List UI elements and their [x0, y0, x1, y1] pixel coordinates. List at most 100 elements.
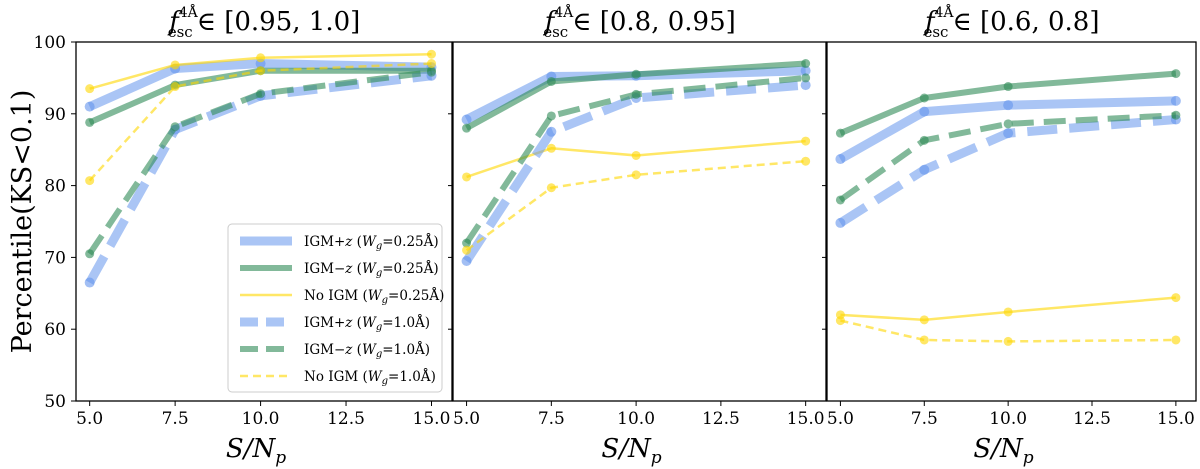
y-tick-label: 50 — [44, 392, 66, 412]
data-point — [461, 114, 472, 125]
panel-frame — [826, 41, 1197, 402]
series-line — [465, 159, 806, 252]
x-tick-label: 10.0 — [989, 409, 1027, 429]
x-tick-label: 10.0 — [617, 409, 655, 429]
data-point — [462, 245, 472, 255]
data-point — [801, 73, 811, 83]
data-point — [835, 316, 845, 326]
title-range: ∈ [0.8, 0.95] — [572, 7, 736, 37]
legend-label: IGM−z (Wg=1.0Å) — [304, 342, 430, 360]
data-point — [1171, 69, 1181, 79]
data-point — [919, 315, 929, 325]
x-tick-label: 5.0 — [76, 409, 103, 429]
data-point — [1171, 293, 1181, 303]
legend-text: IGM− — [304, 342, 345, 358]
legend-paren-open: ( — [358, 369, 368, 385]
legend-var: z — [344, 342, 353, 358]
x-tick-label: 12.5 — [327, 409, 365, 429]
series-line — [89, 52, 432, 90]
series-line — [838, 96, 1176, 163]
data-point — [546, 111, 556, 121]
legend-paren-open: ( — [352, 342, 362, 358]
data-point — [1003, 128, 1014, 139]
title-sup: 4Å — [934, 3, 954, 21]
series-line — [87, 69, 432, 256]
legend-param-sub: g — [376, 268, 382, 279]
panel-title: f4Å esc ∈ [0.6, 0.8] — [923, 3, 1100, 41]
title-sup: 4Å — [554, 3, 574, 21]
title-sub: esc — [543, 23, 568, 41]
data-point — [84, 277, 95, 288]
legend-label: IGM−z (Wg=0.25Å) — [304, 261, 439, 279]
legend-param: W — [362, 234, 377, 250]
y-tick-label: 60 — [44, 320, 66, 340]
x-tick-label: 5.0 — [453, 409, 480, 429]
legend-param: W — [362, 315, 377, 331]
x-axis-label: S/Np — [226, 434, 286, 468]
x-axis-label: S/Np — [601, 434, 661, 468]
series-line — [466, 139, 806, 179]
data-point — [631, 69, 641, 79]
data-point — [800, 65, 811, 76]
data-point — [1170, 95, 1181, 106]
legend-param: W — [362, 261, 377, 277]
data-point — [426, 59, 436, 69]
legend-label: No IGM (Wg=0.25Å) — [304, 288, 444, 306]
data-point — [835, 154, 846, 165]
legend-text: IGM+ — [304, 234, 345, 250]
series-line — [840, 319, 1176, 343]
legend-param-sub: g — [382, 376, 388, 387]
data-point — [170, 60, 180, 70]
data-point — [1003, 336, 1013, 346]
data-point — [631, 170, 641, 180]
legend-label: IGM+z (Wg=1.0Å) — [304, 315, 430, 333]
legend-label: IGM+z (Wg=0.25Å) — [304, 234, 439, 252]
x-tick-label: 12.5 — [1073, 409, 1111, 429]
series-line — [87, 59, 432, 111]
data-point — [801, 156, 811, 166]
legend-paren-open: ( — [352, 234, 362, 250]
data-point — [546, 76, 556, 86]
data-point — [800, 80, 811, 91]
data-point — [1171, 335, 1181, 345]
legend-param: W — [368, 369, 383, 385]
legend-text: No IGM — [304, 288, 358, 304]
xlabel-main: S/N — [973, 434, 1024, 464]
legend-var: z — [344, 315, 353, 331]
data-point — [1003, 100, 1014, 111]
legend-paren-close: ) — [433, 234, 438, 250]
data-point — [1003, 119, 1013, 129]
data-point — [256, 66, 266, 76]
title-sub: esc — [168, 23, 193, 41]
legend-eq: =1.0Å — [388, 369, 431, 385]
series-line — [465, 60, 806, 131]
data-point — [631, 89, 641, 99]
y-axis-label: Percentile(KS<0.1) — [7, 90, 38, 354]
data-point — [256, 89, 266, 99]
panel-frame — [452, 41, 827, 402]
panel-title: f4Å esc ∈ [0.95, 1.0] — [167, 3, 360, 41]
data-point — [85, 249, 95, 259]
data-point — [462, 238, 472, 248]
data-point — [1003, 307, 1013, 317]
x-tick-label: 12.5 — [702, 409, 740, 429]
data-point — [85, 117, 95, 127]
data-point — [801, 59, 811, 69]
data-point — [85, 176, 95, 186]
legend-paren-open: ( — [352, 261, 362, 277]
legend-param-sub: g — [376, 349, 382, 360]
x-tick-label: 15.0 — [1157, 409, 1195, 429]
legend-param-sub: g — [376, 241, 382, 252]
data-point — [546, 183, 556, 193]
data-point — [170, 122, 180, 132]
xlabel-sub: p — [651, 448, 662, 468]
data-point — [919, 106, 930, 117]
y-tick-label: 80 — [44, 177, 66, 197]
y-tick-label: 100 — [34, 33, 66, 53]
data-point — [835, 128, 845, 138]
